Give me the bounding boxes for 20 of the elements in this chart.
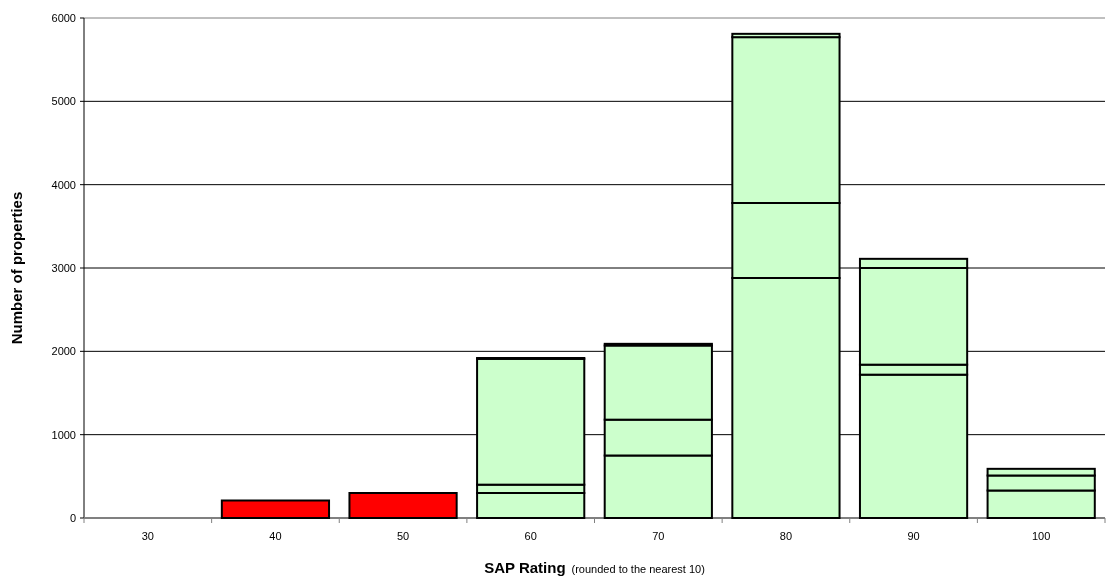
bar bbox=[348, 492, 458, 519]
x-tick-label: 70 bbox=[652, 530, 665, 542]
x-tick-label: 80 bbox=[779, 530, 793, 542]
x-tick-label: 90 bbox=[907, 530, 920, 542]
y-tick-label: 5000 bbox=[51, 95, 76, 108]
x-tick-label: 60 bbox=[524, 530, 537, 542]
text: (rounded to the nearest 10) bbox=[571, 563, 705, 575]
x-tick-label: 100 bbox=[1032, 530, 1051, 542]
bar bbox=[220, 499, 331, 519]
y-tick-label: 0 bbox=[69, 511, 76, 524]
x-tick-label: 30 bbox=[141, 530, 154, 542]
y-tick-label: 1000 bbox=[51, 428, 76, 441]
y-axis-title: Number of properties bbox=[8, 191, 25, 345]
x-tick-label: 50 bbox=[396, 530, 410, 542]
x-axis-title: SAP Rating bbox=[484, 559, 566, 576]
x-tick-label: 40 bbox=[269, 530, 282, 542]
y-tick-label: 3000 bbox=[51, 261, 76, 274]
y-tick-label: 6000 bbox=[51, 11, 76, 24]
y-tick-label: 2000 bbox=[51, 345, 76, 358]
y-tick-label: 4000 bbox=[51, 178, 76, 191]
